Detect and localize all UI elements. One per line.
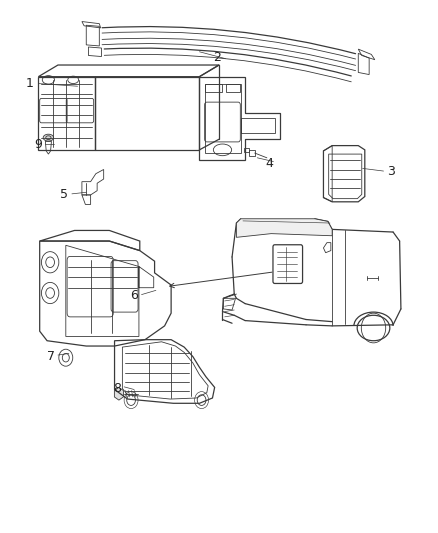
Text: 9: 9: [35, 138, 42, 151]
Ellipse shape: [43, 134, 53, 141]
Text: 8: 8: [113, 382, 121, 395]
Text: 5: 5: [60, 189, 68, 201]
Text: 7: 7: [47, 350, 56, 363]
Text: 1: 1: [26, 77, 34, 90]
Text: 3: 3: [387, 165, 395, 177]
Text: 6: 6: [130, 289, 138, 302]
Text: 2: 2: [213, 51, 221, 63]
Text: 4: 4: [265, 157, 273, 169]
Polygon shape: [237, 219, 332, 237]
